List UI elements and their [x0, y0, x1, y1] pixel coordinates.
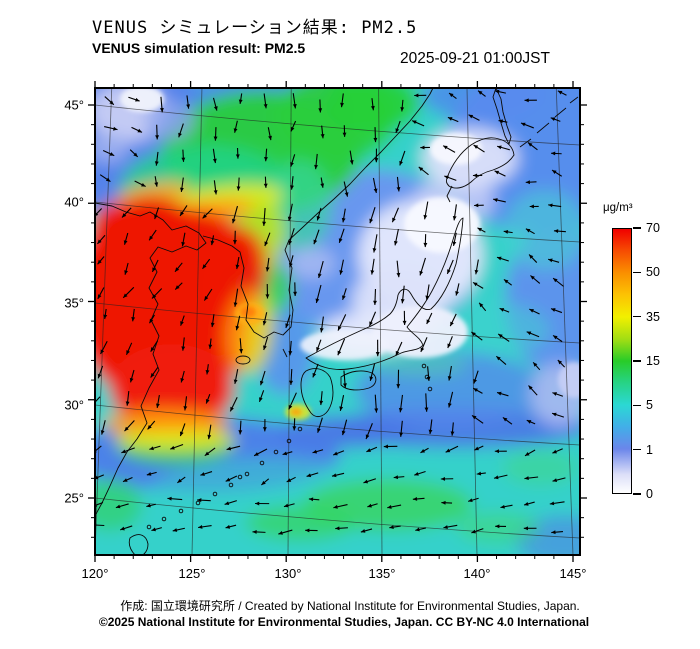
lon-label: 130°: [275, 566, 302, 581]
lon-label: 120°: [82, 566, 109, 581]
footer-license: ©2025 National Institute for Environment…: [98, 615, 590, 629]
lon-label: 140°: [464, 566, 491, 581]
page-title-english: VENUS simulation result: PM2.5: [92, 40, 306, 56]
axis-labels: 45° 40° 35° 30° 25° 120° 125° 130° 135° 140° 145°: [64, 98, 586, 582]
lon-label: 125°: [179, 566, 206, 581]
page-title-japanese: VENUS シミュレーション結果: PM2.5: [92, 18, 418, 38]
lat-label: 45°: [64, 98, 84, 113]
colorbar-tick-mark: [633, 227, 641, 229]
lat-label: 25°: [64, 491, 84, 506]
colorbar-tick-label: 0: [646, 487, 653, 501]
wind-arrows: [95, 89, 567, 535]
colorbar-unit-label: μg/m³: [603, 202, 633, 214]
lat-label: 40°: [64, 195, 84, 210]
coastlines: [95, 88, 579, 555]
timestamp: 2025-09-21 01:00JST: [400, 50, 550, 67]
colorbar-tick-label: 5: [646, 398, 653, 413]
colorbar-tick-mark: [633, 448, 641, 451]
footer-credit: 作成: 国立環境研究所 / Created by National Instit…: [120, 599, 580, 613]
colorbar-tick-mark: [633, 271, 641, 274]
lat-label: 35°: [64, 296, 84, 311]
colorbar-tick-label: 35: [646, 309, 660, 324]
colorbar-tick-mark: [633, 315, 641, 318]
colorbar-tick-mark: [633, 493, 641, 495]
color-field: [95, 88, 580, 555]
lon-label: 135°: [369, 566, 396, 581]
colorbar: [612, 228, 632, 494]
colorbar-tick-mark: [633, 404, 641, 407]
lat-label: 30°: [64, 398, 84, 413]
lon-label: 145°: [560, 566, 587, 581]
colorbar-tick-label: 50: [646, 265, 660, 280]
colorbar-tick-label: 1: [646, 442, 653, 457]
colorbar-tick-label: 15: [646, 354, 660, 368]
colorbar-tick-label: 70: [646, 221, 660, 235]
colorbar-tick-mark: [633, 360, 641, 362]
axis-ticks: [88, 81, 587, 562]
